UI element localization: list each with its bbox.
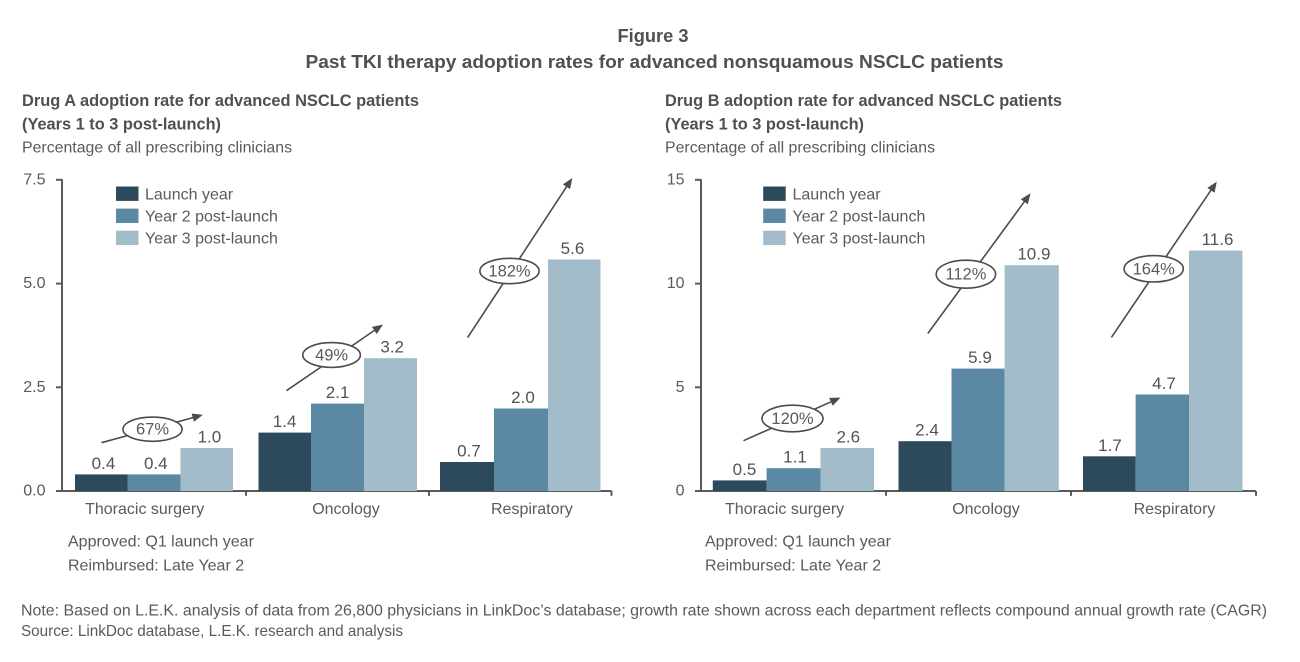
svg-text:Percentage of all prescribing: Percentage of all prescribing clinicians xyxy=(22,140,292,157)
svg-text:2.1: 2.1 xyxy=(326,383,350,402)
svg-text:3.2: 3.2 xyxy=(380,338,404,357)
svg-text:5.0: 5.0 xyxy=(23,275,45,292)
svg-text:11.6: 11.6 xyxy=(1202,230,1234,249)
svg-text:Approved: Q1 launch year: Approved: Q1 launch year xyxy=(68,534,255,551)
svg-text:Launch year: Launch year xyxy=(793,187,882,204)
svg-text:5.9: 5.9 xyxy=(968,348,992,367)
svg-text:Year 3 post-launch: Year 3 post-launch xyxy=(145,231,278,248)
svg-text:Drug A adoption rate for advan: Drug A adoption rate for advanced NSCLC … xyxy=(22,92,419,110)
svg-text:120%: 120% xyxy=(771,410,814,428)
svg-text:67%: 67% xyxy=(136,421,169,439)
svg-text:5: 5 xyxy=(676,379,685,396)
svg-text:15: 15 xyxy=(667,171,685,188)
svg-text:1.0: 1.0 xyxy=(198,428,222,447)
svg-text:Reimbursed: Late Year 2: Reimbursed: Late Year 2 xyxy=(68,558,244,575)
svg-text:Thoracic surgery: Thoracic surgery xyxy=(85,501,204,518)
svg-text:Past TKI therapy adoption rate: Past TKI therapy adoption rates for adva… xyxy=(306,52,1004,72)
svg-text:(Years 1 to 3 post-launch): (Years 1 to 3 post-launch) xyxy=(22,116,221,134)
svg-text:Year 3 post-launch: Year 3 post-launch xyxy=(793,231,926,248)
svg-text:Respiratory: Respiratory xyxy=(491,501,573,518)
svg-text:112%: 112% xyxy=(945,266,986,284)
svg-text:2.6: 2.6 xyxy=(836,428,860,447)
svg-text:0: 0 xyxy=(676,483,685,500)
svg-text:7.5: 7.5 xyxy=(23,171,45,188)
svg-text:Launch year: Launch year xyxy=(145,187,234,204)
svg-text:0.0: 0.0 xyxy=(23,483,45,500)
svg-text:164%: 164% xyxy=(1133,260,1176,278)
svg-text:(Years 1 to 3 post-launch): (Years 1 to 3 post-launch) xyxy=(665,116,864,134)
svg-text:Approved: Q1 launch year: Approved: Q1 launch year xyxy=(705,534,892,551)
svg-text:0.4: 0.4 xyxy=(92,454,116,473)
svg-text:Percentage of all prescribing: Percentage of all prescribing clinicians xyxy=(665,140,935,157)
svg-text:Year 2 post-launch: Year 2 post-launch xyxy=(793,209,926,226)
svg-text:0.7: 0.7 xyxy=(457,442,481,461)
svg-text:49%: 49% xyxy=(315,347,348,365)
svg-text:1.1: 1.1 xyxy=(783,448,807,467)
svg-text:Reimbursed: Late Year 2: Reimbursed: Late Year 2 xyxy=(705,558,881,575)
svg-text:4.7: 4.7 xyxy=(1152,374,1176,393)
svg-text:0.5: 0.5 xyxy=(733,460,757,479)
svg-text:0.4: 0.4 xyxy=(144,454,168,473)
svg-text:2.0: 2.0 xyxy=(511,388,535,407)
svg-text:182%: 182% xyxy=(488,263,531,281)
svg-text:10: 10 xyxy=(667,275,685,292)
svg-text:Oncology: Oncology xyxy=(952,501,1020,518)
svg-text:Respiratory: Respiratory xyxy=(1134,501,1216,518)
svg-text:1.7: 1.7 xyxy=(1098,436,1122,455)
svg-text:1.4: 1.4 xyxy=(273,412,297,431)
svg-text:10.9: 10.9 xyxy=(1017,245,1050,264)
svg-text:2.5: 2.5 xyxy=(23,379,45,396)
svg-text:Drug B adoption rate for advan: Drug B adoption rate for advanced NSCLC … xyxy=(665,92,1062,110)
svg-text:Figure 3: Figure 3 xyxy=(618,26,689,46)
svg-text:Oncology: Oncology xyxy=(312,501,380,518)
svg-text:Thoracic surgery: Thoracic surgery xyxy=(725,501,844,518)
svg-text:Year 2 post-launch: Year 2 post-launch xyxy=(145,209,278,226)
svg-text:2.4: 2.4 xyxy=(915,421,939,440)
svg-text:Source: LinkDoc database, L.E.: Source: LinkDoc database, L.E.K. researc… xyxy=(21,623,403,640)
svg-text:5.6: 5.6 xyxy=(561,239,585,258)
svg-text:Note: Based on L.E.K. analysis: Note: Based on L.E.K. analysis of data f… xyxy=(21,603,1267,620)
